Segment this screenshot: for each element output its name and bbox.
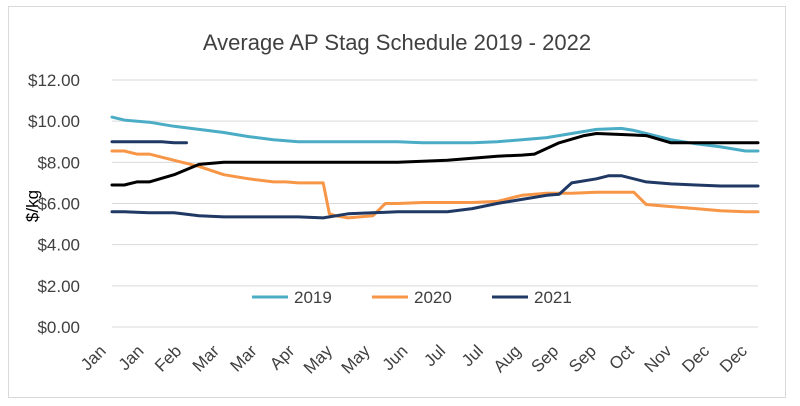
y-tick-label: $6.00 xyxy=(37,195,80,214)
legend: 2019 2020 2021 xyxy=(252,288,572,307)
x-tick-label: Jan xyxy=(115,341,148,374)
legend-label: 2019 xyxy=(294,288,332,307)
x-tick-label: Dec xyxy=(678,341,713,376)
series-lines xyxy=(110,115,760,220)
x-tick-label: Dec xyxy=(716,341,751,376)
x-tick-label: Mar xyxy=(227,341,261,375)
x-tick-label: Jan xyxy=(77,341,110,374)
series-line-2 xyxy=(110,174,760,220)
y-axis-ticks: $0.00 $2.00 $4.00 $6.00 $8.00 $10.00 $12.00 xyxy=(28,71,80,337)
series-line-4 xyxy=(110,140,188,145)
series-line-1 xyxy=(110,149,760,220)
x-tick-label: Nov xyxy=(641,341,676,376)
legend-label: 2020 xyxy=(414,288,452,307)
y-tick-label: $10.00 xyxy=(28,112,80,131)
series-line-3 xyxy=(110,132,760,187)
y-tick-label: $2.00 xyxy=(37,277,80,296)
legend-label: 2021 xyxy=(534,288,572,307)
y-tick-label: $0.00 xyxy=(37,318,80,337)
x-tick-label: May xyxy=(300,341,336,377)
series-line-0 xyxy=(110,115,760,153)
chart-title: Average AP Stag Schedule 2019 - 2022 xyxy=(203,30,591,55)
x-tick-label: Sep xyxy=(565,341,600,376)
x-tick-label: Mar xyxy=(189,341,223,375)
x-tick-label: Jul xyxy=(458,341,487,370)
y-tick-label: $12.00 xyxy=(28,71,80,90)
y-tick-label: $4.00 xyxy=(37,236,80,255)
x-axis-ticks: Jan Jan Feb Mar Mar Apr May May Jun Jul Jul Aug Sep S… xyxy=(77,341,751,378)
x-tick-label: Sep xyxy=(527,341,562,376)
y-tick-label: $8.00 xyxy=(37,153,80,172)
x-tick-label: Jun xyxy=(379,341,412,374)
x-tick-label: Aug xyxy=(490,341,525,376)
x-tick-label: May xyxy=(338,341,374,377)
x-tick-label: Apr xyxy=(266,341,298,373)
x-tick-label: Feb xyxy=(151,341,185,375)
x-tick-label: Oct xyxy=(606,341,638,373)
y-axis-label: $/kg xyxy=(23,190,42,222)
x-tick-label: Jul xyxy=(420,341,449,370)
